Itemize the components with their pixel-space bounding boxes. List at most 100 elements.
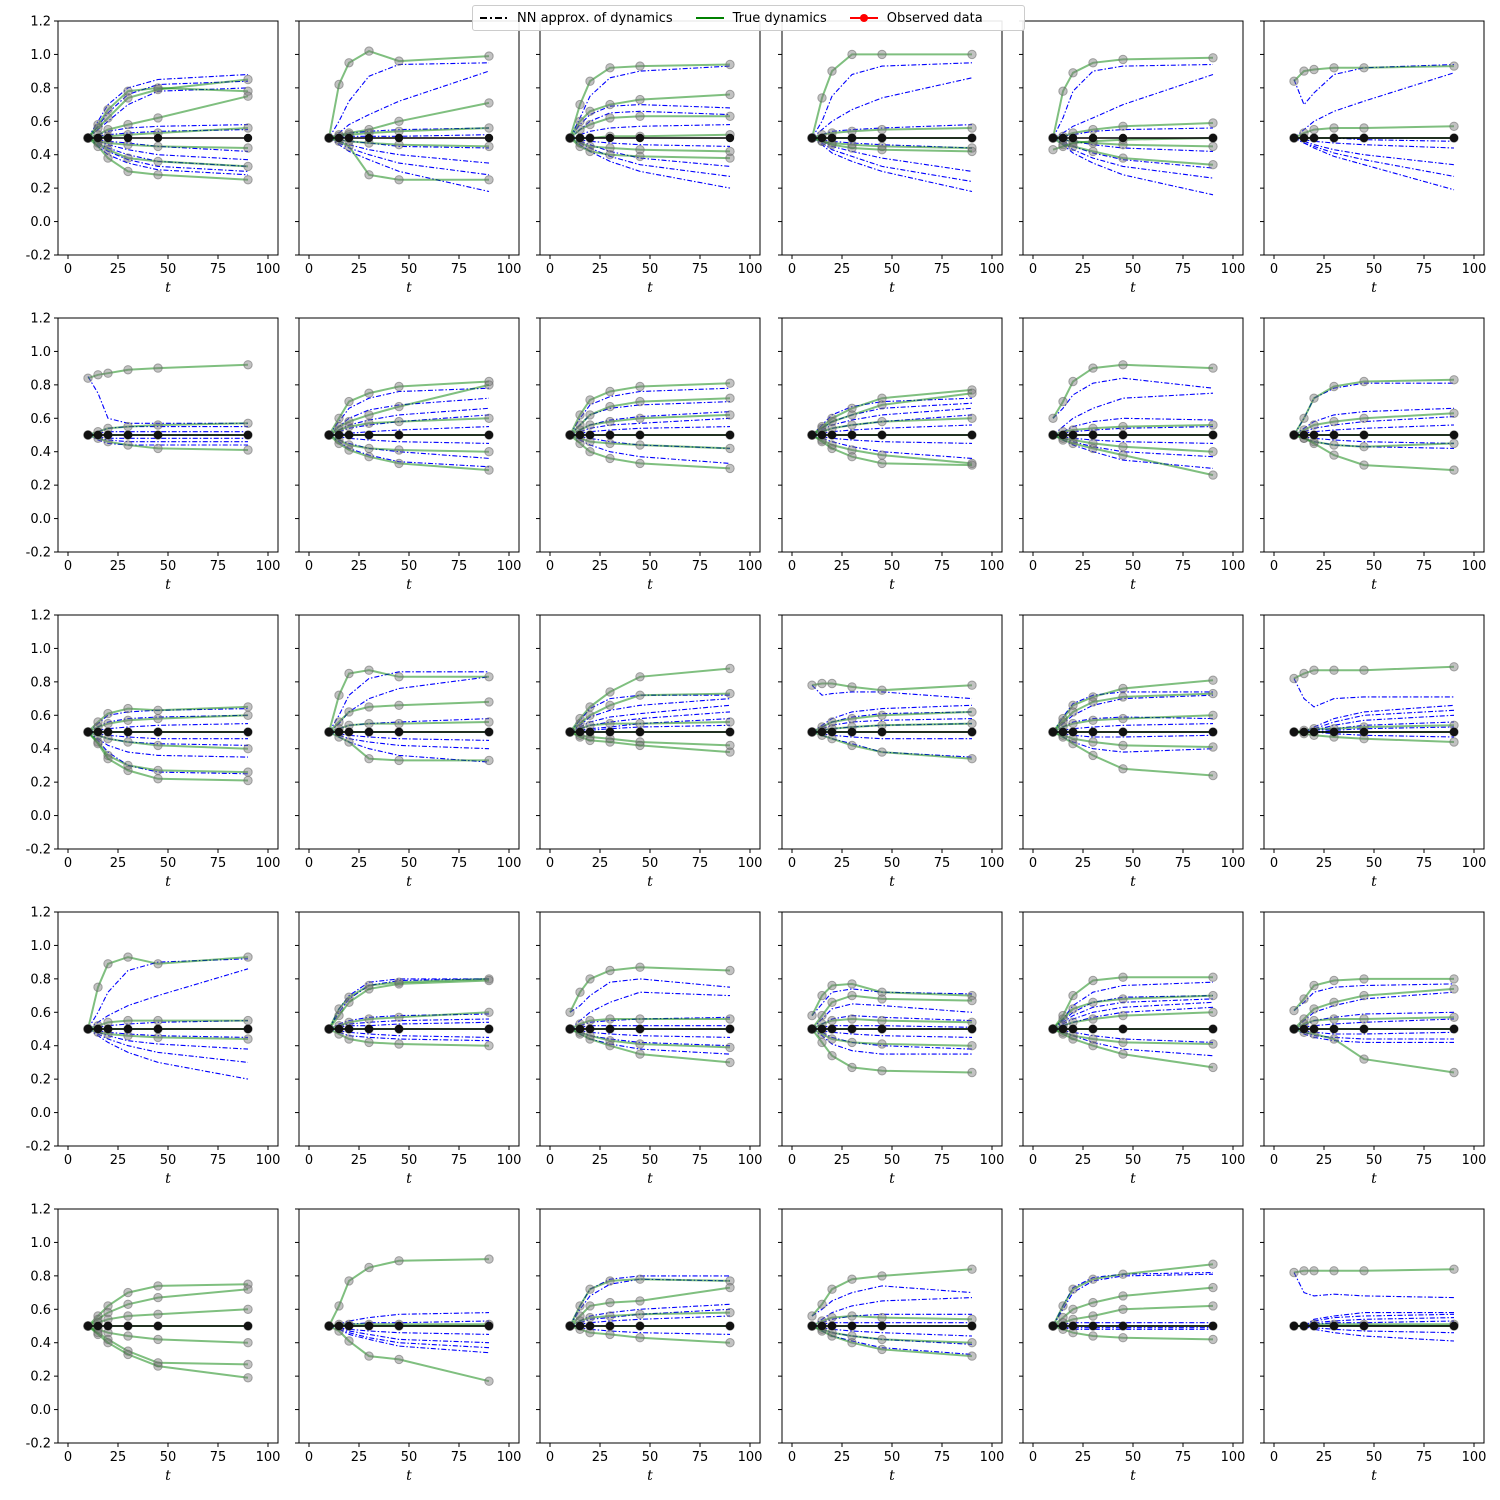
x-axis-label: t: [1130, 1171, 1136, 1187]
subplot-r4-c0: 0 25 50 75 100 t -0.2 0.0 0.2 0.4 0.6 0.8 1.0 1.2: [26, 1203, 281, 1485]
observed-point: [1329, 63, 1339, 73]
observed-point: [1449, 133, 1459, 143]
observed-point: [394, 1256, 404, 1266]
x-tick-label: 100: [1462, 262, 1487, 277]
true-series-line: [1052, 1263, 1214, 1327]
true-series-line: [328, 669, 489, 733]
observed-point: [1359, 1014, 1369, 1024]
observed-point: [123, 119, 133, 130]
x-tick-label: 0: [546, 262, 554, 277]
true-series-line: [1052, 434, 1214, 477]
x-tick-label: 0: [64, 856, 72, 871]
x-tick-label: 0: [788, 1450, 796, 1465]
observed-point: [877, 49, 887, 60]
observed-point: [364, 133, 374, 143]
observed-point: [635, 1321, 645, 1331]
observed-point: [827, 980, 837, 991]
true-series-line: [1293, 1268, 1455, 1274]
nn-series-line: [328, 1018, 490, 1030]
observed-point: [967, 1024, 977, 1034]
plot-area: [807, 979, 977, 1078]
nn-series-line: [811, 1028, 972, 1055]
nn-series-line: [87, 137, 249, 167]
subplot-r1-c5: 0 25 50 75 100 t: [1260, 317, 1486, 593]
observed-point: [123, 86, 133, 96]
true-series-line: [1052, 137, 1214, 151]
observed-point: [1208, 1301, 1218, 1311]
observed-point: [605, 687, 615, 697]
plot-area: [324, 974, 494, 1051]
x-tick-label: 100: [1221, 1153, 1246, 1168]
observed-point: [1208, 1062, 1218, 1073]
observed-point: [1118, 994, 1128, 1004]
x-tick-label: 50: [642, 1153, 659, 1168]
observed-point: [123, 1349, 133, 1360]
x-tick-label: 100: [1221, 262, 1246, 277]
observed-point: [585, 447, 595, 457]
y-tick-label: 0.8: [30, 675, 51, 690]
nn-series-line: [811, 62, 973, 139]
x-tick-label: 25: [1075, 262, 1092, 277]
observed-point: [725, 1042, 735, 1053]
observed-point: [344, 1024, 354, 1034]
subplot-r1-c0: 0 25 50 75 100 t -0.2 0.0 0.2 0.4 0.6 0.8 1.0 1.2: [26, 312, 281, 594]
observed-point: [807, 1321, 817, 1331]
observed-point: [1208, 990, 1218, 1001]
observed-point: [1359, 63, 1369, 73]
observed-point: [153, 1015, 163, 1026]
observed-point: [1309, 727, 1319, 737]
observed-point: [635, 1049, 645, 1059]
observed-point: [967, 707, 977, 717]
plot-area: [83, 360, 253, 455]
observed-point: [123, 1015, 133, 1026]
x-axis-label: t: [647, 1468, 653, 1484]
subplot-r3-c0: 0 25 50 75 100 t -0.2 0.0 0.2 0.4 0.6 0.8 1.0 1.2: [26, 906, 281, 1188]
nn-series-line: [1052, 63, 1214, 139]
observed-point: [635, 1296, 645, 1306]
observed-point: [123, 133, 133, 143]
observed-point: [243, 133, 253, 143]
nn-series-line: [1293, 137, 1455, 166]
nn-series-line: [811, 407, 973, 436]
observed-point: [725, 59, 735, 70]
observed-point: [605, 737, 615, 747]
observed-point: [394, 755, 404, 766]
observed-point: [344, 445, 354, 455]
observed-point: [847, 1331, 857, 1341]
observed-point: [1068, 1034, 1078, 1044]
x-tick-label: 0: [546, 559, 554, 574]
nn-series-line: [1293, 416, 1455, 436]
observed-point: [827, 430, 837, 440]
observed-point: [725, 727, 735, 737]
observed-point: [394, 381, 404, 392]
observed-point: [1329, 1266, 1339, 1276]
observed-point: [243, 360, 253, 370]
observed-point: [484, 447, 494, 457]
x-axis-label: t: [406, 577, 412, 593]
observed-point: [484, 430, 494, 440]
observed-point: [1299, 66, 1309, 76]
observed-point: [807, 1024, 817, 1034]
subplot-r1-c1: 0 25 50 75 100 t: [295, 317, 521, 593]
observed-point: [243, 1373, 253, 1383]
observed-point: [827, 443, 837, 454]
observed-point: [344, 1276, 354, 1286]
observed-point: [103, 113, 113, 123]
observed-point: [1309, 665, 1319, 675]
observed-point: [123, 737, 133, 747]
y-tick-label: 0.2: [30, 1073, 51, 1088]
nn-series-line: [1293, 72, 1455, 139]
observed-point: [394, 1039, 404, 1049]
observed-point: [605, 63, 615, 73]
nn-series-line: [569, 124, 731, 139]
observed-point: [103, 153, 113, 163]
nn-series-line: [569, 65, 731, 139]
x-tick-label: 75: [1175, 856, 1192, 871]
observed-point: [1068, 68, 1078, 78]
observed-point: [1088, 124, 1098, 135]
x-tick-label: 25: [351, 856, 368, 871]
observed-point: [93, 727, 103, 737]
nn-series-line: [569, 434, 731, 464]
observed-point: [1329, 727, 1339, 737]
